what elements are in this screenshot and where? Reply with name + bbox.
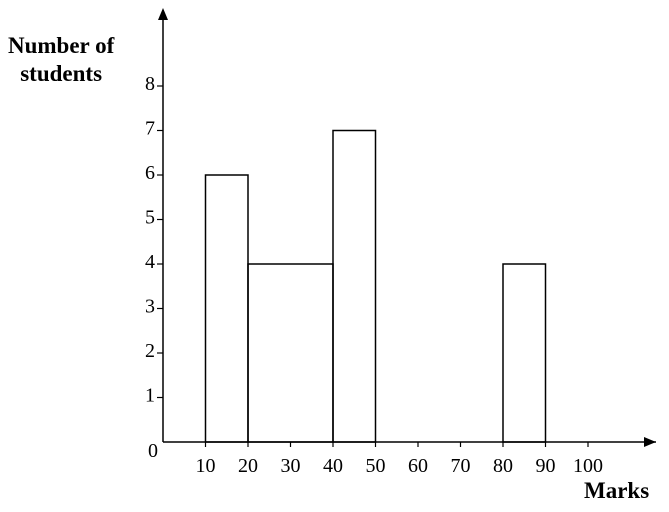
y-tick-label-8: 8 (145, 73, 155, 95)
bar-0 (204, 174, 249, 443)
x-tick-label-90: 90 (536, 455, 556, 477)
y-tick-label-4: 4 (145, 251, 155, 273)
x-tick-label-80: 80 (493, 455, 513, 477)
y-axis-label-line2: students (20, 61, 103, 86)
labels-layer: 1 2 3 4 5 6 7 8 10 20 30 40 50 60 70 80 90 100 0 (145, 73, 603, 477)
bar-3 (502, 263, 547, 443)
y-tick-label-6: 6 (145, 162, 155, 184)
y-tick-label-3: 3 (145, 296, 155, 318)
bar-2 (332, 129, 377, 443)
y-axis-arrow (158, 8, 168, 20)
x-tick-label-20: 20 (238, 455, 258, 477)
x-tick-label-10: 10 (196, 455, 216, 477)
bars-layer (204, 129, 547, 443)
x-tick-label-100: 100 (573, 455, 603, 477)
x-tick-label-30: 30 (281, 455, 301, 477)
axes-layer (157, 8, 656, 447)
x-tick-label-70: 70 (451, 455, 471, 477)
y-tick-label-2: 2 (145, 340, 155, 362)
y-axis-label-line1: Number of (8, 33, 115, 58)
bar-1 (247, 263, 334, 443)
y-tick-label-1: 1 (145, 385, 155, 407)
x-tick-label-40: 40 (323, 455, 343, 477)
y-axis-label: Number of students (8, 32, 114, 88)
x-axis-label: Marks (584, 478, 650, 503)
x-axis-arrow (644, 437, 656, 447)
x-tick-label-60: 60 (408, 455, 428, 477)
origin-label: 0 (148, 440, 158, 462)
y-tick-label-7: 7 (145, 118, 155, 140)
y-tick-label-5: 5 (145, 207, 155, 229)
x-tick-label-50: 50 (366, 455, 386, 477)
